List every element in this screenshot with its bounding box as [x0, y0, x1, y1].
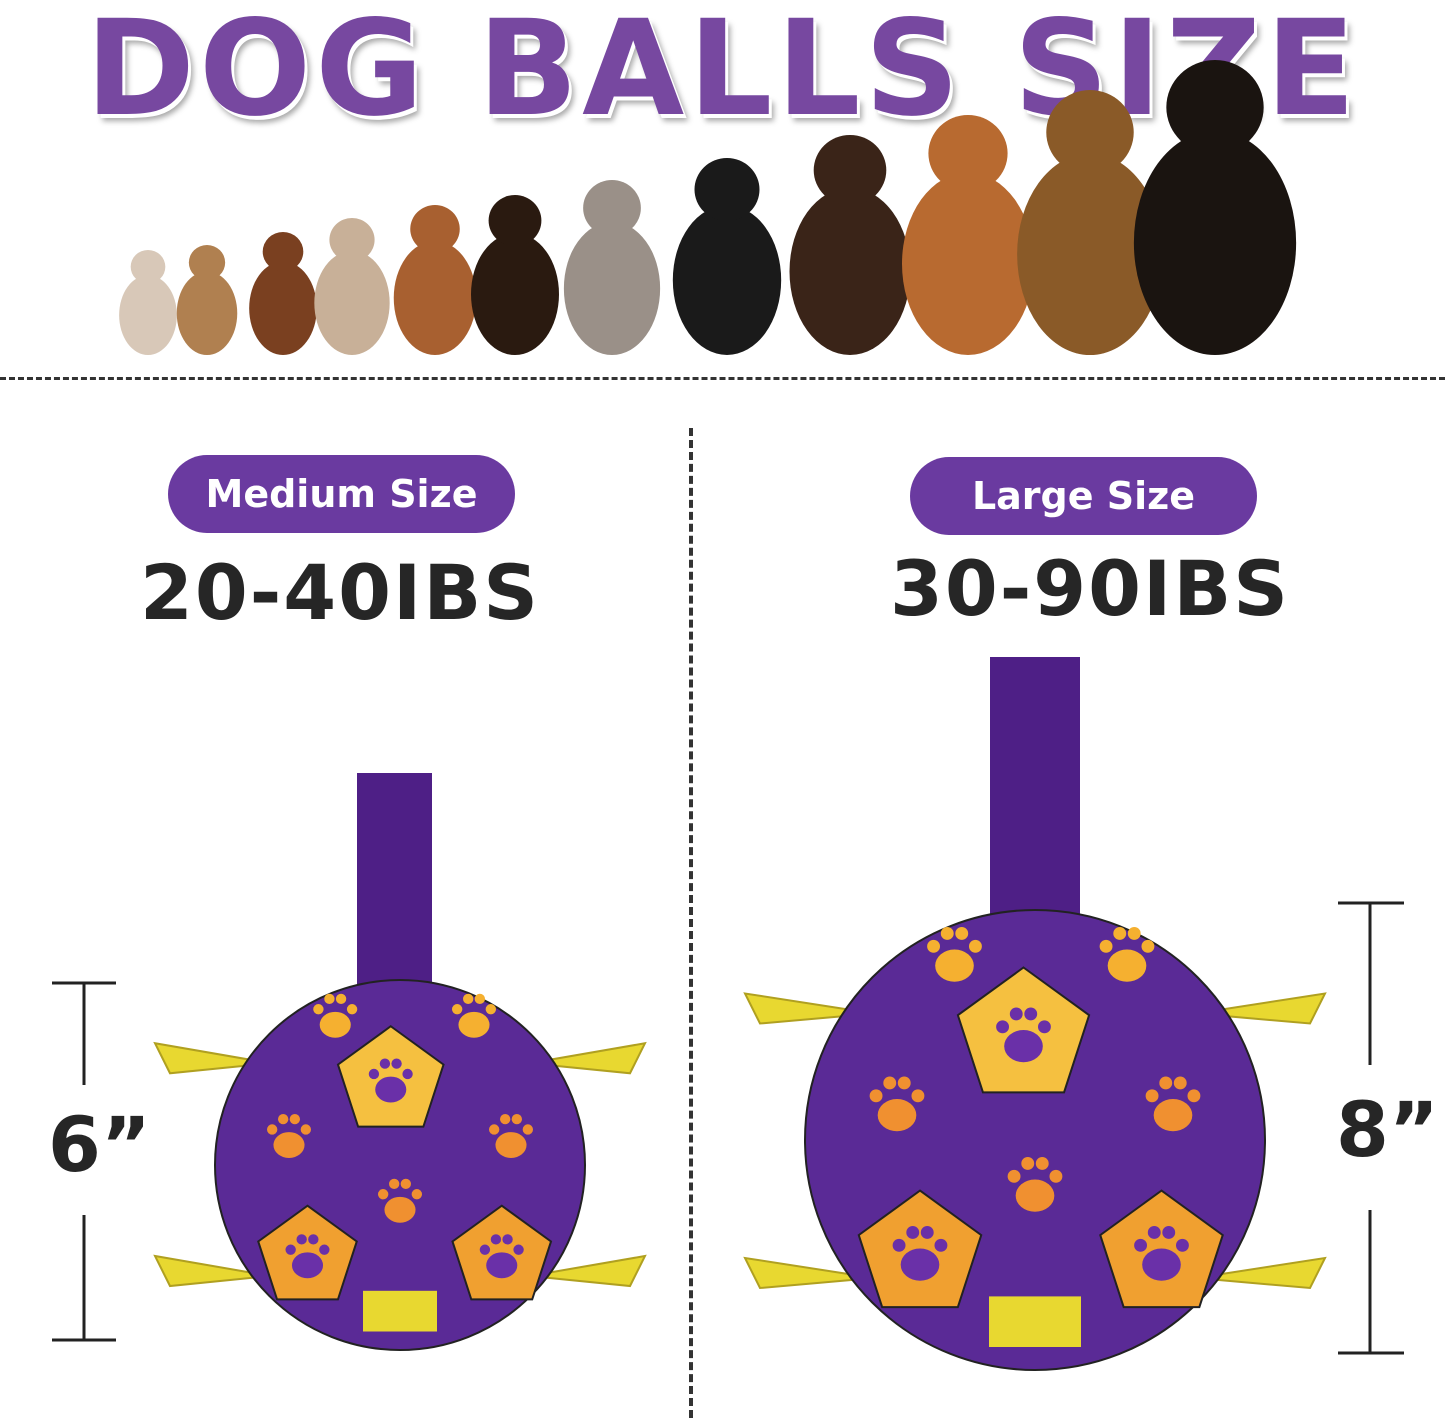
paw-print-icon [927, 927, 982, 982]
large-weight: 30-90IBS [889, 544, 1290, 633]
medium-diameter: 6” [48, 1100, 151, 1189]
large-dimension-bracket [1338, 901, 1404, 1355]
dog-head [262, 232, 304, 272]
paw-print-icon [266, 1113, 312, 1158]
dog-head [488, 195, 542, 247]
tab-handle [153, 1041, 271, 1075]
bottom-strap [989, 1296, 1081, 1347]
dog [902, 114, 1034, 355]
paw-print-icon [368, 1058, 413, 1103]
dog-body [902, 172, 1034, 355]
medium-weight: 20-40IBS [139, 548, 540, 637]
dog-body [249, 261, 317, 356]
dog [1017, 89, 1163, 355]
dog-head [188, 245, 226, 281]
horizontal-divider [0, 377, 1445, 380]
dog-lineup [119, 59, 1297, 356]
paw-print-icon [285, 1234, 330, 1279]
dog [119, 249, 177, 355]
dog [393, 205, 477, 355]
dog-body [563, 222, 661, 355]
paw-print-icon [313, 993, 358, 1038]
dog-body [789, 187, 911, 355]
dog-head [928, 114, 1008, 192]
dog [1133, 59, 1297, 355]
dog-body [471, 233, 559, 355]
dog [176, 245, 238, 356]
dog-head [694, 158, 760, 222]
dog-body [1017, 153, 1163, 355]
paw-print-icon [892, 1226, 948, 1281]
dog [563, 180, 661, 355]
dog-body [1133, 130, 1297, 355]
dog-head [410, 205, 460, 253]
tab-handle [1195, 1256, 1327, 1290]
dog-head [329, 218, 375, 262]
balls [153, 657, 1327, 1371]
dog-body [314, 250, 390, 355]
paw-print-icon [996, 1007, 1051, 1063]
paw-print-icon [479, 1234, 524, 1279]
paw-print-icon [377, 1178, 423, 1223]
orange-panel [956, 966, 1091, 1094]
paw-print-icon [488, 1113, 534, 1158]
paw-print-icon [1145, 1076, 1201, 1132]
tab-handle [529, 1254, 647, 1288]
dog-body [672, 205, 782, 355]
strap [990, 657, 1080, 950]
paw-print-icon [869, 1076, 925, 1132]
tab-handle [743, 1256, 875, 1290]
dog-head [1166, 59, 1264, 155]
bottom-strap [363, 1290, 437, 1332]
dog-body [176, 271, 238, 356]
paw-print-icon [1134, 1226, 1189, 1281]
dog-body [393, 241, 477, 355]
soccer-ball [743, 657, 1327, 1371]
dog-head [813, 135, 887, 206]
dog [249, 232, 317, 356]
tab-handle [529, 1041, 647, 1075]
strap [357, 773, 432, 1020]
dog-head [583, 180, 641, 236]
orange-panel [336, 1025, 445, 1128]
dog [471, 195, 559, 355]
medium-dimension-bracket [52, 981, 116, 1342]
dog [672, 158, 782, 355]
paw-print-icon [451, 993, 497, 1038]
title: DOG BALLS SIZE [85, 0, 1360, 146]
dog [789, 135, 911, 355]
dog-head [130, 249, 166, 284]
large-diameter: 8” [1336, 1085, 1439, 1174]
paw-print-icon [1099, 927, 1155, 982]
large-size-badge: Large Size [910, 457, 1257, 535]
dog-head [1046, 89, 1134, 175]
paw-print-icon [1007, 1157, 1063, 1212]
tab-handle [153, 1254, 271, 1288]
soccer-ball [153, 773, 647, 1351]
vertical-divider [689, 428, 693, 1418]
dog [314, 218, 390, 355]
dog-body [119, 275, 177, 355]
medium-size-badge: Medium Size [168, 455, 515, 533]
